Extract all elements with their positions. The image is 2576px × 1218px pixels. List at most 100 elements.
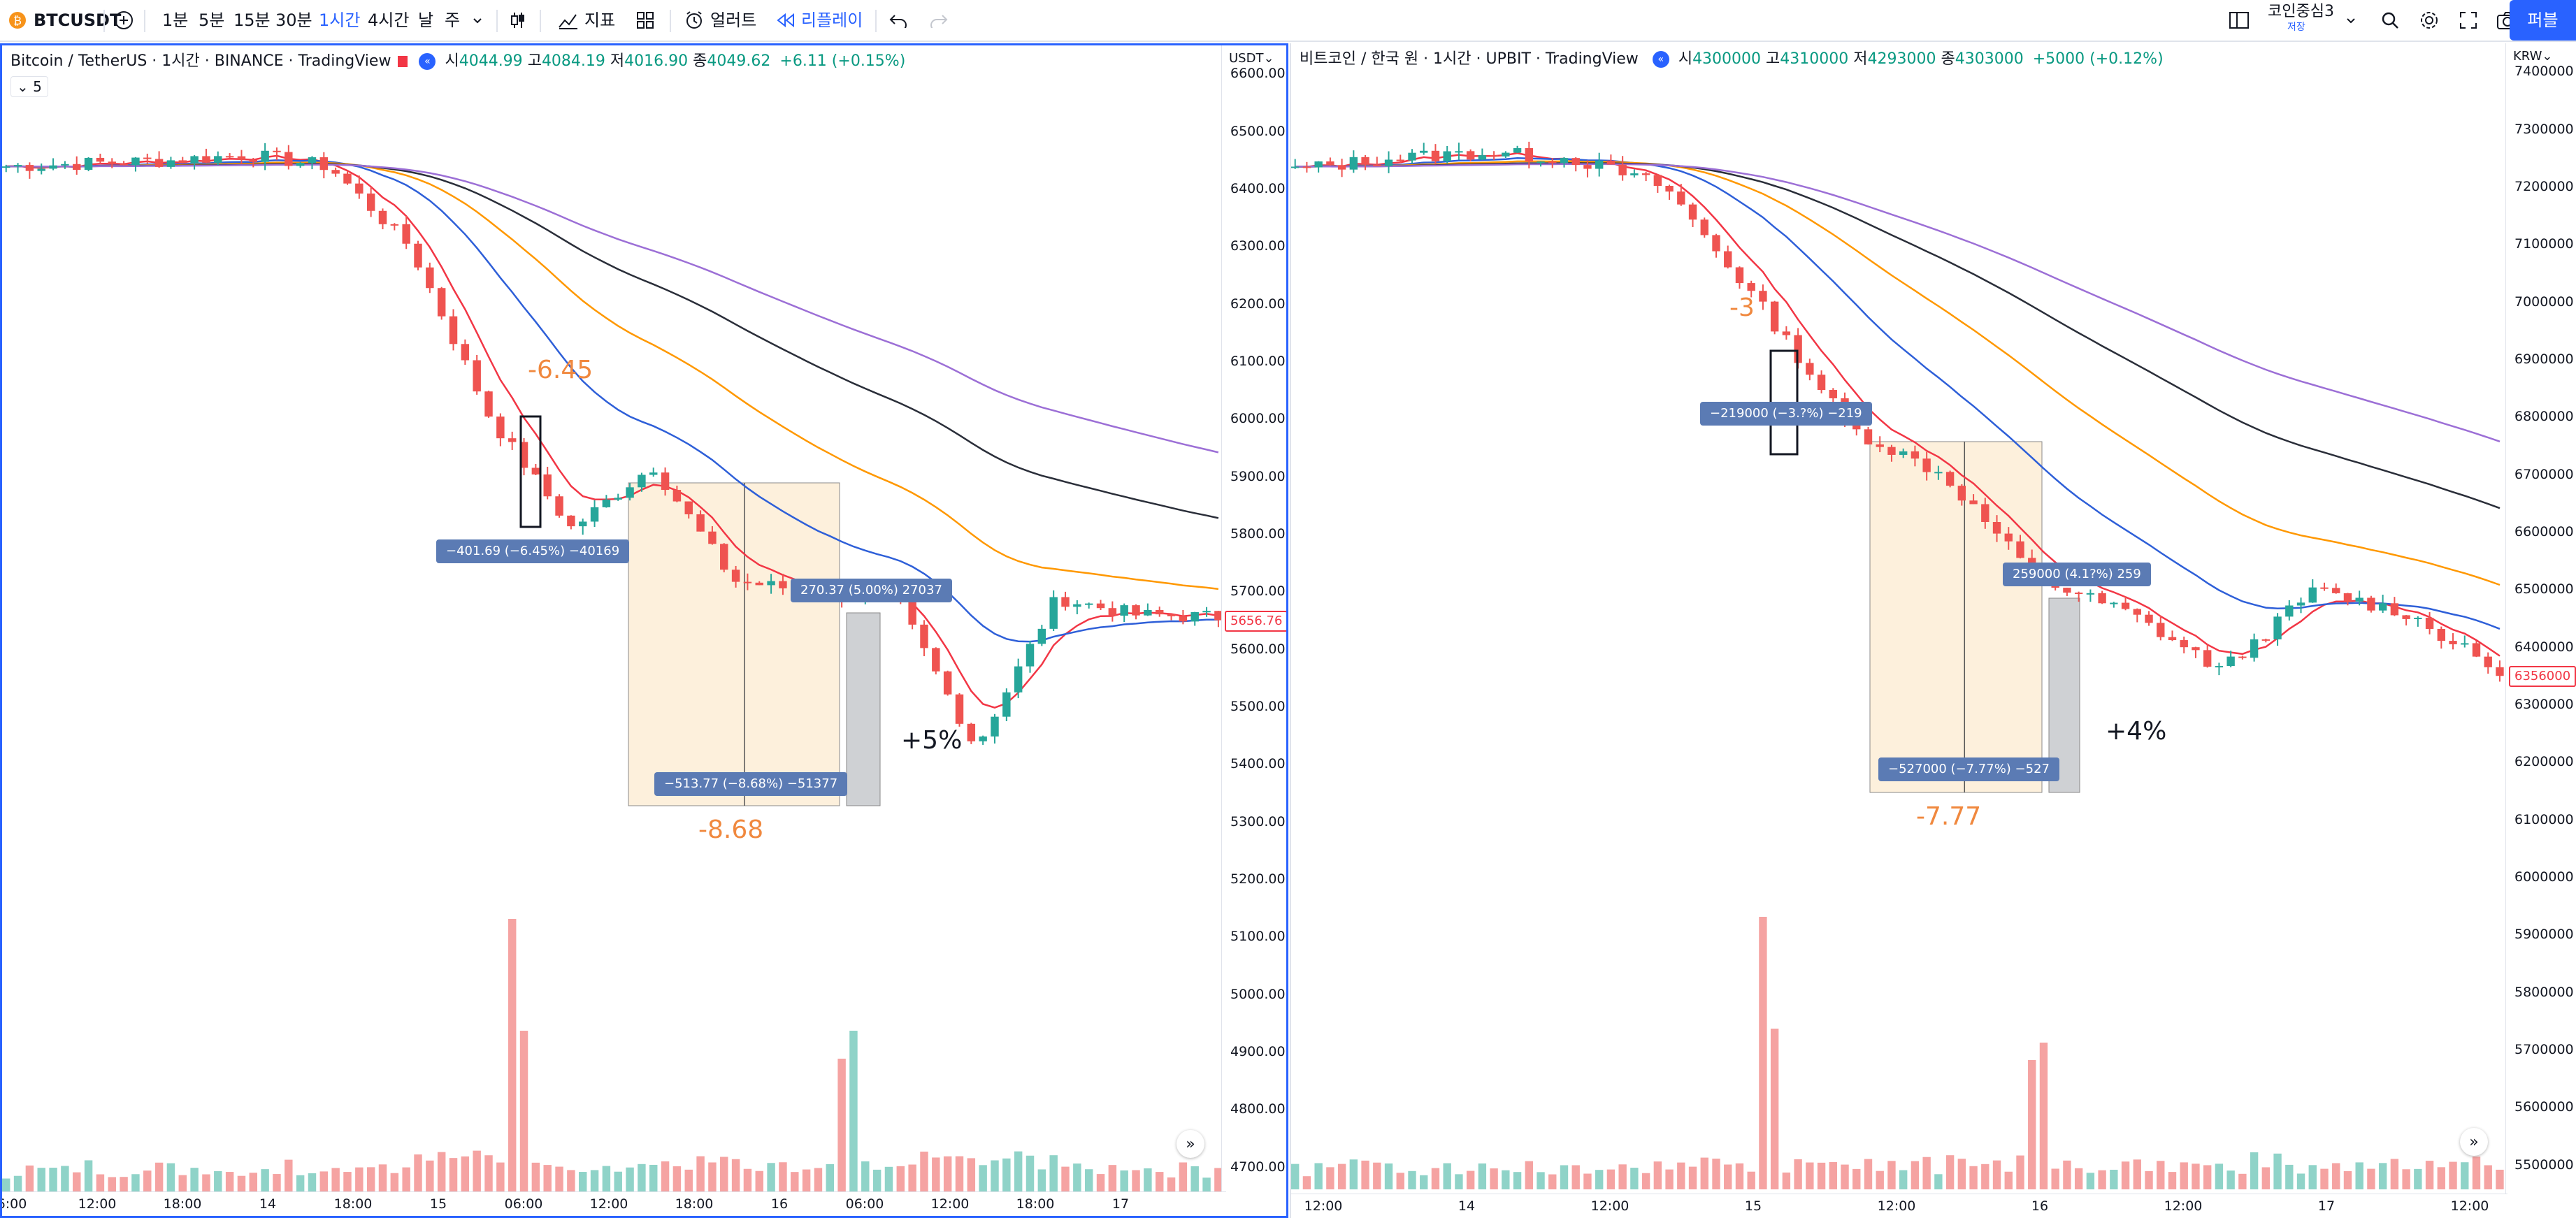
candle-body: [638, 474, 646, 488]
time-tick-label: 15: [1744, 1198, 1762, 1214]
price-tick-label: 6600000: [2514, 523, 2574, 539]
volume-bar: [590, 1170, 599, 1191]
indicators-button[interactable]: 지표: [584, 10, 616, 30]
fullscreen-icon[interactable]: [2455, 7, 2482, 34]
layout-name[interactable]: 코인중심3: [2268, 3, 2334, 20]
candle-body: [73, 164, 81, 171]
indicator-toggle[interactable]: ⌄ 5: [10, 76, 48, 97]
rewind-icon[interactable]: «: [419, 53, 436, 70]
candle-body: [920, 624, 928, 648]
legend-high-label: 고: [527, 52, 542, 70]
volume-bar: [614, 1171, 622, 1191]
candle-body: [696, 514, 705, 532]
volume-bar: [2261, 1167, 2271, 1189]
interval-day[interactable]: 날: [418, 10, 434, 30]
volume-bar: [225, 1172, 234, 1191]
candle-body: [1431, 150, 1440, 161]
price-tick-label: 5800.00: [1230, 525, 1286, 542]
volume-bar: [2472, 1157, 2481, 1189]
interval-5m[interactable]: 5분: [199, 10, 225, 30]
alarm-clock-icon[interactable]: [681, 7, 707, 34]
redo-icon[interactable]: [926, 7, 952, 34]
publish-button[interactable]: 퍼블: [2510, 0, 2576, 41]
legend-low-label: 저: [610, 52, 625, 70]
candle-body: [2086, 593, 2095, 595]
candle-body: [2215, 666, 2224, 668]
add-symbol-icon[interactable]: [110, 7, 137, 34]
legend-change: +6.11 (+0.15%): [779, 52, 906, 70]
volume-bar: [508, 919, 517, 1191]
chart-panel-binance[interactable]: Bitcoin / TetherUS · 1시간 · BINANCE · Tra…: [0, 43, 1288, 1218]
volume-bar: [696, 1156, 705, 1191]
symbol-search-button[interactable]: BTCUSDT: [34, 10, 122, 30]
interval-week[interactable]: 주: [445, 10, 461, 30]
candle-body: [1724, 251, 1732, 268]
interval-15m[interactable]: 15분: [233, 10, 271, 30]
price-tick-label: 6400000: [2514, 639, 2574, 655]
layout-panels-icon[interactable]: [2226, 7, 2252, 34]
measure-label-box[interactable]: −513.77 (−8.68%) −51377: [654, 772, 848, 796]
volume-bar: [366, 1167, 375, 1191]
price-axis-upbit[interactable]: KRW⌄ 7400000 7300000 7200000 7100000 7000000…: [2505, 43, 2576, 1218]
price-chart-upbit[interactable]: [1291, 43, 2576, 1218]
volume-bar: [791, 1172, 799, 1191]
currency-label[interactable]: KRW⌄: [2513, 49, 2553, 64]
currency-label[interactable]: USDT⌄: [1229, 51, 1274, 66]
legend-close: 4049.62: [707, 52, 771, 70]
layout-grid-icon[interactable]: [632, 7, 659, 34]
scroll-to-realtime-button[interactable]: »: [1177, 1130, 1204, 1158]
candle-type-icon[interactable]: [505, 7, 531, 34]
replay-icon[interactable]: [772, 7, 798, 34]
chevron-down-icon[interactable]: [2338, 7, 2364, 34]
note-drop-total: -7.77: [1916, 802, 1982, 831]
volume-bar: [1361, 1160, 1369, 1189]
candle-body: [767, 581, 775, 586]
interval-30m[interactable]: 30분: [275, 10, 312, 30]
candle-body: [1513, 147, 1522, 153]
interval-1h[interactable]: 1시간: [319, 10, 361, 30]
volume-bar: [2133, 1159, 2141, 1189]
price-tick-label: 6200000: [2514, 754, 2574, 770]
price-axis-binance[interactable]: USDT⌄ 6600.00 6500.00 6400.00 6300.00 6200.0…: [1221, 45, 1286, 1216]
candle-body: [1688, 204, 1697, 220]
volume-bar: [2016, 1155, 2024, 1189]
measure-label-rebound[interactable]: 259000 (4.1?%) 259: [2003, 563, 2151, 586]
measure-label-rebound[interactable]: 270.37 (5.00%) 27037: [791, 579, 952, 602]
price-tick-label: 6100000: [2514, 811, 2574, 827]
time-axis-upbit[interactable]: 12:00 14 12:00 15 12:00 16 12:00 17 12:00: [1291, 1194, 2507, 1218]
volume-bar: [1641, 1173, 1650, 1189]
chart-panel-upbit[interactable]: 비트코인 / 한국 원 · 1시간 · UPBIT · TradingView «…: [1290, 43, 2576, 1218]
time-axis-binance[interactable]: 6:00 12:00 18:00 14 18:00 15 06:00 12:00 18:00 16…: [2, 1191, 1226, 1216]
interval-4h[interactable]: 4시간: [368, 10, 410, 30]
candle-body: [2437, 628, 2445, 641]
flag-icon[interactable]: [398, 56, 408, 67]
volume-bar: [519, 1031, 528, 1191]
scroll-to-realtime-button[interactable]: »: [2460, 1128, 2488, 1156]
legend-symbol[interactable]: Bitcoin / TetherUS · 1시간 · BINANCE · Tra…: [10, 52, 391, 70]
volume-series: [2, 919, 1223, 1191]
volume-bar: [426, 1160, 434, 1191]
measure-label-drop[interactable]: −401.69 (−6.45%) −40169: [436, 539, 630, 563]
candle-body: [190, 156, 199, 164]
legend-open: 4044.99: [459, 52, 523, 70]
volume-bar: [731, 1159, 740, 1191]
price-chart-binance[interactable]: [2, 45, 1288, 1218]
volume-bar: [49, 1168, 57, 1191]
volume-bar: [872, 1169, 882, 1191]
volume-bar: [2461, 1162, 2469, 1189]
undo-icon[interactable]: [885, 7, 912, 34]
legend-symbol[interactable]: 비트코인 / 한국 원 · 1시간 · UPBIT · TradingView: [1300, 50, 1639, 68]
replay-button[interactable]: 리플레이: [801, 10, 863, 30]
candle-body: [1408, 152, 1416, 161]
search-icon[interactable]: [2377, 7, 2403, 34]
indicators-icon[interactable]: [555, 7, 582, 34]
chevron-down-icon[interactable]: [464, 7, 491, 34]
interval-1m[interactable]: 1분: [162, 10, 189, 30]
volume-bar: [991, 1160, 999, 1191]
rewind-icon[interactable]: «: [1652, 51, 1669, 68]
gear-icon[interactable]: [2416, 7, 2442, 34]
measure-label-drop[interactable]: −219000 (−3.?%) −219: [1700, 402, 1872, 426]
measure-label-box[interactable]: −527000 (−7.77%) −527: [1878, 757, 2059, 781]
alert-button[interactable]: 얼러트: [710, 10, 757, 30]
volume-bar: [2203, 1165, 2212, 1189]
